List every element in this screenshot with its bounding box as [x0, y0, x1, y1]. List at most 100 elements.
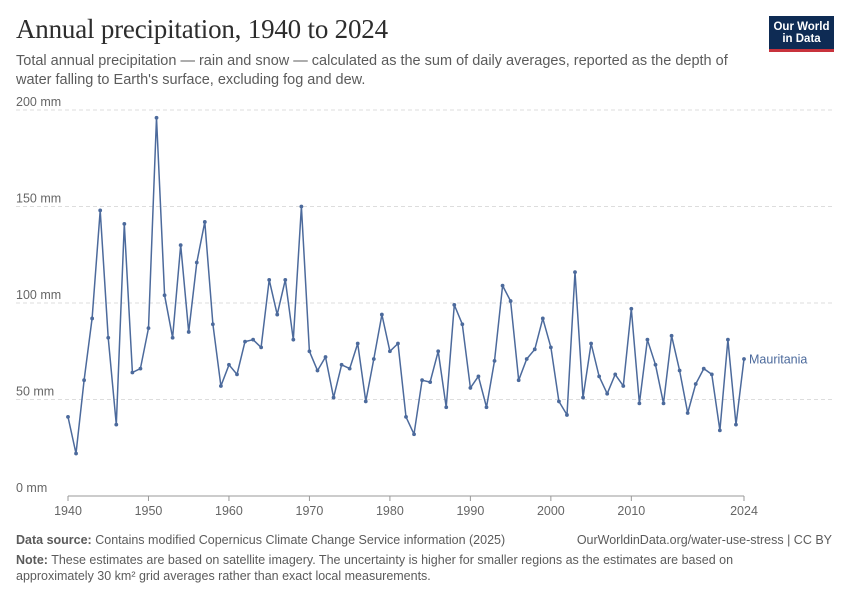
- data-point[interactable]: [629, 306, 634, 311]
- x-tick-label: 1970: [296, 504, 324, 518]
- data-point[interactable]: [589, 341, 593, 346]
- data-point[interactable]: [267, 277, 272, 282]
- data-point[interactable]: [66, 414, 70, 419]
- x-tick-label: 1990: [456, 504, 484, 518]
- data-point[interactable]: [186, 330, 191, 334]
- data-point[interactable]: [717, 428, 722, 433]
- grid-lines: [16, 109, 834, 400]
- data-point[interactable]: [178, 243, 183, 248]
- data-point[interactable]: [460, 322, 465, 327]
- data-point[interactable]: [210, 322, 215, 327]
- data-point[interactable]: [283, 277, 288, 282]
- data-point[interactable]: [396, 341, 400, 346]
- data-point[interactable]: [709, 372, 714, 377]
- data-point[interactable]: [259, 345, 264, 350]
- y-tick-label: 150 mm: [16, 192, 61, 206]
- data-point[interactable]: [162, 293, 167, 298]
- data-point[interactable]: [645, 337, 650, 342]
- data-point[interactable]: [315, 368, 320, 373]
- data-point[interactable]: [637, 401, 642, 406]
- data-point[interactable]: [661, 401, 666, 406]
- data-point[interactable]: [468, 386, 473, 390]
- x-tick-label: 1960: [215, 504, 243, 518]
- x-tick-label: 2000: [537, 504, 565, 518]
- data-point[interactable]: [669, 333, 674, 338]
- data-point[interactable]: [90, 316, 95, 321]
- data-point[interactable]: [291, 337, 296, 342]
- data-point[interactable]: [323, 355, 328, 359]
- data-point[interactable]: [146, 326, 151, 330]
- data-point[interactable]: [138, 366, 143, 371]
- data-point[interactable]: [404, 414, 408, 419]
- data-point[interactable]: [621, 384, 626, 388]
- data-point[interactable]: [516, 378, 521, 383]
- data-point[interactable]: [219, 384, 223, 388]
- data-point[interactable]: [170, 335, 175, 340]
- data-point[interactable]: [339, 362, 344, 367]
- data-point[interactable]: [275, 312, 280, 317]
- data-point[interactable]: [235, 372, 239, 377]
- series-layer: Mauritania: [66, 115, 807, 456]
- data-point[interactable]: [428, 380, 433, 385]
- data-point[interactable]: [476, 374, 481, 379]
- data-point[interactable]: [122, 221, 127, 226]
- data-point[interactable]: [106, 335, 111, 340]
- data-point[interactable]: [74, 451, 78, 456]
- data-point[interactable]: [508, 299, 513, 303]
- data-point[interactable]: [114, 422, 119, 427]
- data-point[interactable]: [202, 220, 207, 224]
- data-point[interactable]: [98, 208, 103, 213]
- data-point[interactable]: [420, 378, 424, 383]
- data-point[interactable]: [701, 366, 706, 371]
- data-point[interactable]: [388, 349, 392, 354]
- data-point[interactable]: [436, 349, 441, 354]
- data-point[interactable]: [452, 303, 457, 307]
- data-point[interactable]: [540, 316, 545, 321]
- data-point[interactable]: [484, 405, 489, 410]
- data-point[interactable]: [693, 382, 698, 386]
- owid-logo[interactable]: Our World in Data: [769, 16, 834, 52]
- data-point[interactable]: [685, 411, 690, 415]
- data-point[interactable]: [557, 399, 561, 404]
- data-point[interactable]: [412, 432, 416, 437]
- data-point[interactable]: [251, 337, 255, 342]
- data-point[interactable]: [524, 357, 529, 361]
- data-point[interactable]: [492, 359, 497, 363]
- data-point[interactable]: [371, 357, 376, 361]
- data-source: Data source: Contains modified Copernicu…: [16, 533, 505, 547]
- y-tick-label: 100 mm: [16, 288, 61, 302]
- data-point[interactable]: [299, 204, 304, 209]
- data-point[interactable]: [726, 337, 730, 342]
- data-point[interactable]: [573, 270, 577, 275]
- logo-line-1: Our World: [773, 21, 830, 33]
- source-url-link[interactable]: OurWorldinData.org/water-use-stress | CC…: [576, 533, 832, 547]
- data-point[interactable]: [355, 341, 360, 346]
- data-point[interactable]: [243, 339, 247, 344]
- data-point[interactable]: [653, 362, 658, 367]
- data-point[interactable]: [613, 372, 618, 377]
- data-point[interactable]: [677, 368, 682, 373]
- data-point[interactable]: [307, 349, 312, 354]
- data-point[interactable]: [82, 378, 86, 383]
- data-point[interactable]: [331, 395, 336, 400]
- data-point[interactable]: [548, 345, 553, 350]
- data-point[interactable]: [347, 366, 352, 371]
- data-point[interactable]: [444, 405, 449, 410]
- data-point[interactable]: [532, 347, 537, 352]
- data-point[interactable]: [500, 283, 505, 288]
- data-point[interactable]: [565, 413, 569, 417]
- y-tick-label: 200 mm: [16, 95, 61, 109]
- data-point[interactable]: [734, 422, 738, 427]
- data-point[interactable]: [597, 374, 602, 379]
- data-point[interactable]: [581, 395, 585, 400]
- note-text: These estimates are based on satellite i…: [16, 553, 734, 583]
- data-point[interactable]: [154, 115, 159, 120]
- data-point[interactable]: [742, 357, 746, 361]
- data-point[interactable]: [130, 370, 135, 375]
- data-point[interactable]: [605, 391, 610, 396]
- data-point[interactable]: [379, 312, 384, 317]
- data-point[interactable]: [194, 260, 199, 265]
- data-point[interactable]: [363, 399, 368, 404]
- series-line-mauritania: [67, 116, 745, 455]
- data-point[interactable]: [227, 362, 231, 367]
